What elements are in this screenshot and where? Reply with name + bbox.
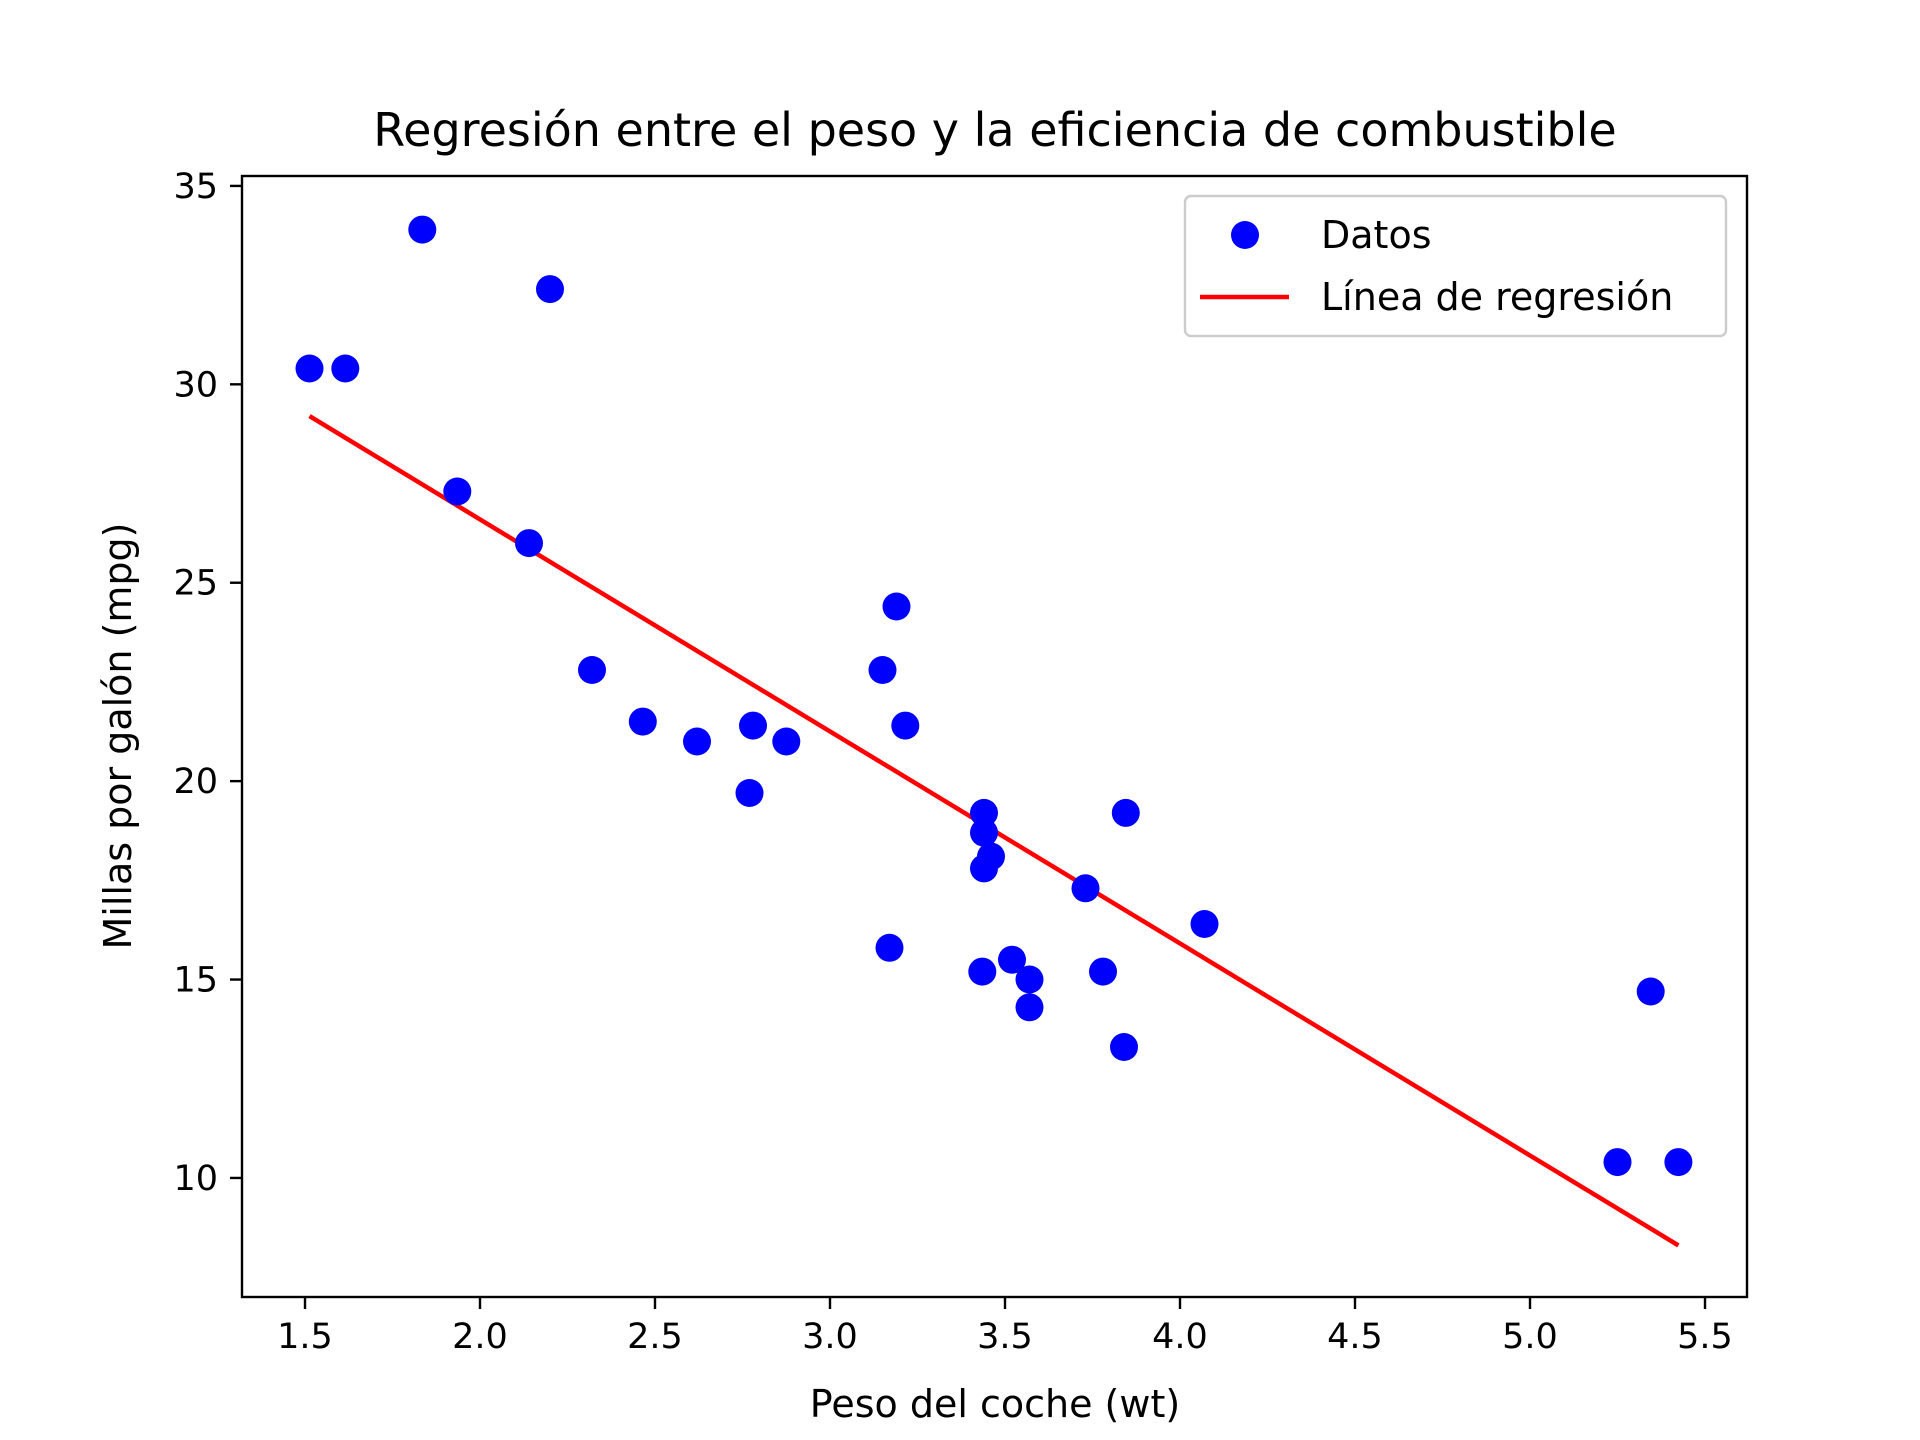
legend: Datos Línea de regresión	[1183, 194, 1728, 338]
legend-frame	[1183, 194, 1728, 338]
data-point	[970, 798, 998, 827]
x-tick-label: 4.0	[1152, 1317, 1208, 1357]
data-point	[998, 945, 1026, 974]
data-point	[683, 727, 711, 756]
data-point	[1603, 1148, 1632, 1177]
data-point	[1071, 874, 1100, 903]
data-point	[578, 656, 606, 684]
x-tick-label: 3.5	[977, 1317, 1033, 1357]
y-tick-label: 10	[173, 1159, 218, 1199]
data-point	[1015, 965, 1044, 994]
x-tick-label: 2.5	[627, 1317, 683, 1357]
data-point	[1190, 910, 1219, 938]
data-point	[968, 957, 997, 986]
axis-ticks: 1.5 2.0 2.5 3.0 3.5 4.0 4.5 5.0 5.5 10 15 20 25 30 35	[173, 167, 1732, 1357]
data-point	[875, 933, 904, 962]
x-tick-label: 3.0	[802, 1317, 858, 1357]
legend-label-datos: Datos	[1321, 213, 1432, 257]
data-point	[735, 779, 764, 807]
y-tick-label: 30	[173, 365, 218, 405]
data-point	[515, 529, 543, 558]
data-point	[1664, 1148, 1693, 1177]
y-tick-label: 25	[173, 564, 218, 604]
data-point	[1636, 977, 1665, 1006]
data-point	[1110, 1033, 1138, 1061]
data-point	[1111, 798, 1140, 827]
data-point	[970, 854, 998, 883]
data-point	[408, 215, 437, 244]
data-point	[628, 707, 657, 736]
x-tick-label: 5.0	[1502, 1317, 1558, 1357]
data-point	[970, 818, 998, 847]
y-tick-label: 20	[173, 762, 218, 802]
x-tick-label: 2.0	[452, 1317, 508, 1357]
x-tick-label: 5.5	[1677, 1317, 1733, 1357]
plot-frame	[240, 174, 1749, 1299]
data-point	[882, 592, 911, 621]
data-point	[1089, 957, 1117, 986]
data-point	[772, 727, 801, 756]
y-axis-label: Millas por galón (mpg)	[96, 523, 140, 950]
y-tick-label: 35	[173, 167, 218, 207]
x-tick-label: 1.5	[277, 1317, 333, 1357]
data-point	[868, 656, 897, 684]
chart-title: Regresión entre el peso y la eficiencia …	[373, 103, 1616, 157]
x-tick-label: 4.5	[1327, 1317, 1383, 1357]
data-point	[891, 711, 920, 740]
x-axis-label: Peso del coche (wt)	[810, 1382, 1180, 1426]
legend-label-regression-line: Línea de regresión	[1321, 275, 1673, 319]
y-tick-label: 15	[173, 961, 218, 1001]
legend-marker-datos	[1231, 221, 1259, 249]
data-point	[536, 275, 564, 304]
plot-area	[295, 215, 1693, 1248]
data-point	[739, 711, 767, 740]
data-point	[443, 477, 472, 506]
data-point	[295, 354, 324, 383]
data-point	[331, 354, 360, 383]
data-point	[1015, 993, 1044, 1022]
